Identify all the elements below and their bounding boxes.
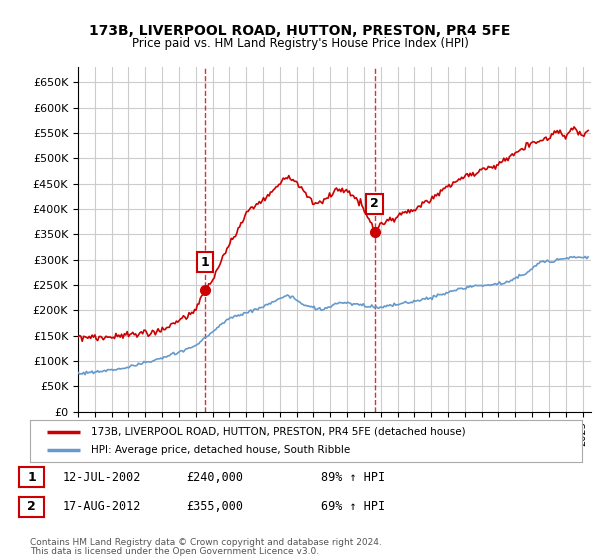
Text: 17-AUG-2012: 17-AUG-2012 (63, 500, 142, 514)
Text: £240,000: £240,000 (186, 470, 243, 484)
Text: 173B, LIVERPOOL ROAD, HUTTON, PRESTON, PR4 5FE (detached house): 173B, LIVERPOOL ROAD, HUTTON, PRESTON, P… (91, 427, 466, 437)
Text: 1: 1 (200, 256, 209, 269)
Text: HPI: Average price, detached house, South Ribble: HPI: Average price, detached house, Sout… (91, 445, 350, 455)
Text: 2: 2 (28, 500, 36, 514)
Text: 173B, LIVERPOOL ROAD, HUTTON, PRESTON, PR4 5FE: 173B, LIVERPOOL ROAD, HUTTON, PRESTON, P… (89, 24, 511, 38)
Text: Contains HM Land Registry data © Crown copyright and database right 2024.: Contains HM Land Registry data © Crown c… (30, 538, 382, 547)
Text: £355,000: £355,000 (186, 500, 243, 514)
Text: 1: 1 (28, 470, 36, 484)
Text: Price paid vs. HM Land Registry's House Price Index (HPI): Price paid vs. HM Land Registry's House … (131, 37, 469, 50)
Text: 69% ↑ HPI: 69% ↑ HPI (321, 500, 385, 514)
Text: 12-JUL-2002: 12-JUL-2002 (63, 470, 142, 484)
Text: This data is licensed under the Open Government Licence v3.0.: This data is licensed under the Open Gov… (30, 547, 319, 556)
Text: 89% ↑ HPI: 89% ↑ HPI (321, 470, 385, 484)
Text: 2: 2 (370, 198, 379, 211)
